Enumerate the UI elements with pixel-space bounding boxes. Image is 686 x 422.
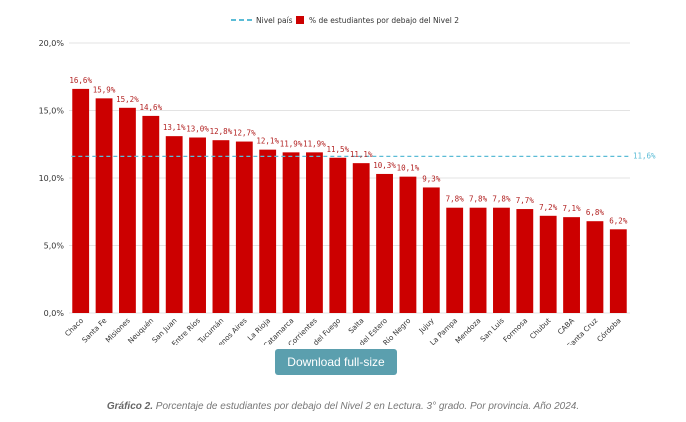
bar (259, 149, 277, 313)
bar (376, 173, 393, 313)
data-label: 10,1% (397, 164, 420, 173)
bar (189, 137, 206, 313)
caption-prefix: Gráfico 2. (106, 401, 153, 412)
bar (399, 176, 417, 313)
data-label: 11,9% (303, 139, 326, 148)
reference-line-label: 11,6% (633, 151, 656, 160)
data-labels: 16,6%15,9%15,2%14,6% 13,1% 13,0% 12,8% 12,7%… (69, 76, 627, 225)
y-tick-label: 20,0% (39, 39, 65, 48)
data-label: 6,8% (586, 208, 605, 217)
data-label: 12,8% (210, 127, 233, 136)
data-label: 7,7% (516, 196, 535, 205)
x-tick-label: Chaco (63, 316, 85, 338)
bar (493, 207, 510, 313)
data-label: 7,8% (446, 195, 465, 204)
bar (609, 229, 627, 313)
data-label: 15,9% (93, 85, 116, 94)
data-label: 6,2% (609, 216, 628, 225)
data-label: 12,7% (233, 129, 256, 138)
bar (516, 209, 534, 313)
figure-caption: Gráfico 2. Porcentaje de estudiantes por… (0, 401, 686, 412)
legend-bar-swatch (296, 16, 304, 24)
data-label: 13,1% (163, 123, 186, 132)
bar (119, 107, 136, 313)
data-label: 7,2% (539, 203, 558, 212)
y-tick-label: 15,0% (39, 107, 65, 116)
data-label: 7,8% (492, 195, 511, 204)
x-tick-label: Jujuy (416, 316, 436, 336)
bars (72, 88, 627, 314)
x-tick-label: Córdoba (595, 316, 623, 344)
reference-line-group: 11,6% (71, 151, 656, 160)
data-label: 7,1% (563, 204, 582, 213)
bar (282, 152, 300, 313)
data-label: 15,2% (116, 95, 139, 104)
download-full-size-button[interactable]: Download full-size (275, 349, 397, 375)
bar (563, 217, 580, 313)
bar (446, 207, 464, 313)
chart-legend: Nivel país % de estudiantes por debajo d… (231, 16, 459, 25)
y-tick-label: 0,0% (44, 309, 65, 318)
grid-lines (69, 42, 630, 314)
bar (72, 88, 90, 314)
bar (212, 140, 230, 313)
x-tick-label: CABA (556, 316, 576, 336)
bar (539, 215, 557, 313)
bar (235, 141, 253, 313)
caption-text: Porcentaje de estudiantes por debajo del… (153, 401, 580, 412)
bar (469, 207, 487, 313)
data-label: 11,5% (327, 145, 350, 154)
legend-label-series: % de estudiantes por debajo del Nivel 2 (309, 16, 459, 25)
x-tick-label: Neuquén (126, 316, 155, 345)
legend-label-reference: Nivel país (256, 16, 293, 25)
data-label: 12,1% (256, 137, 279, 146)
x-tick-label: Chubut (528, 316, 553, 341)
data-label: 7,8% (469, 195, 488, 204)
data-label: 16,6% (69, 76, 92, 85)
bar (586, 221, 604, 313)
data-label: 9,3% (422, 174, 441, 183)
data-label: 10,3% (373, 161, 396, 170)
bar (142, 115, 160, 314)
x-tick-label: Salta (346, 316, 365, 335)
bar (422, 187, 440, 313)
x-tick-label: Mendoza (453, 316, 482, 345)
bar (329, 157, 347, 313)
data-label: 13,0% (186, 125, 209, 134)
y-tick-label: 10,0% (39, 174, 65, 183)
bar (306, 152, 323, 313)
bar (165, 136, 183, 313)
bar (352, 163, 370, 313)
data-label: 11,9% (280, 139, 303, 148)
y-tick-label: 5,0% (44, 242, 65, 251)
data-label: 14,6% (140, 103, 163, 112)
bar (95, 98, 113, 313)
data-label: 11,1% (350, 150, 373, 159)
y-axis: 0,0% 5,0% 10,0% 15,0% 20,0% (39, 39, 65, 318)
x-tick-label: Formosa (501, 316, 529, 344)
bar-chart: Nivel país % de estudiantes por debajo d… (39, 16, 656, 345)
